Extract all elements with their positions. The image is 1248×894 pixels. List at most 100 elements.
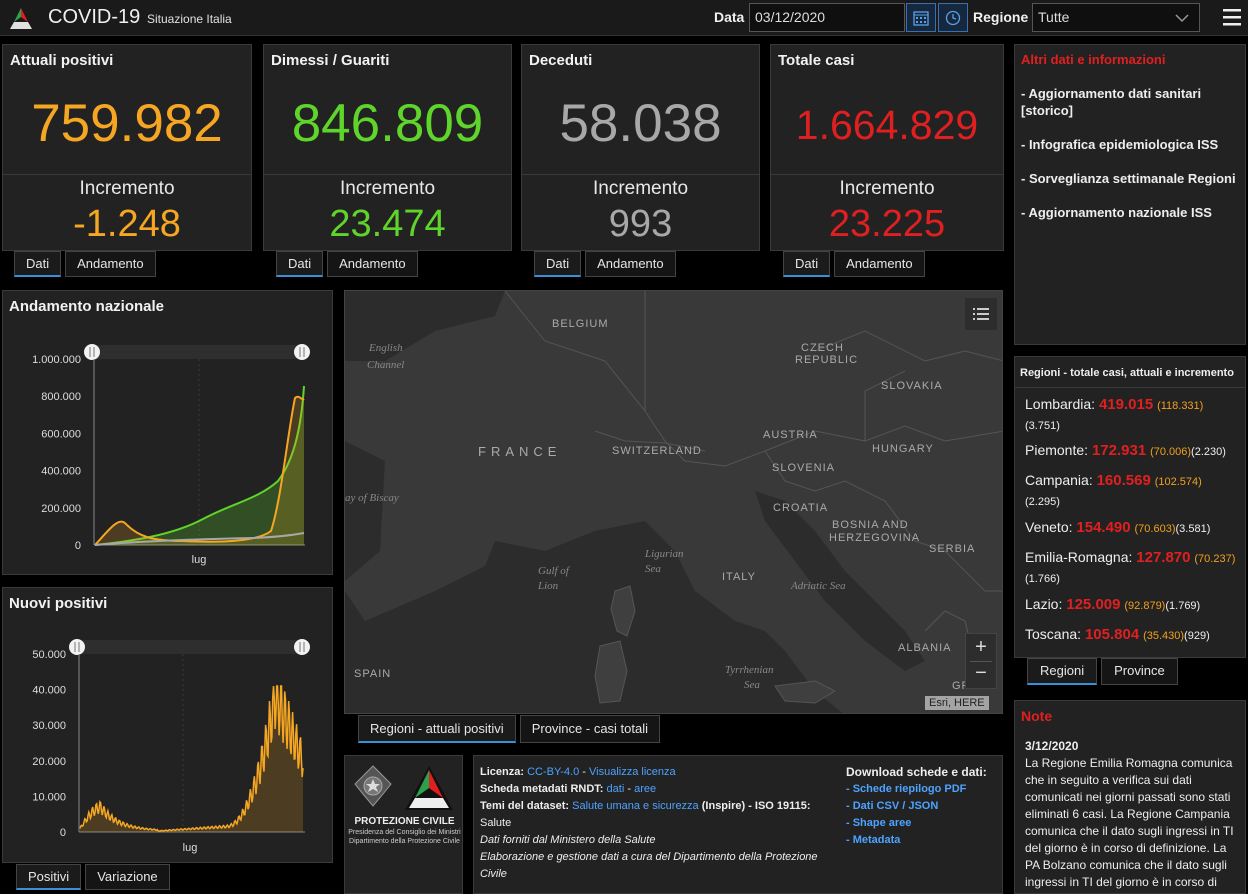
map-label-croatia: CROATIA: [773, 502, 828, 514]
tab-andamento[interactable]: Andamento: [834, 251, 925, 277]
link-infografica-iss[interactable]: - Infografica epidemiologica ISS: [1021, 137, 1219, 152]
metadata-text: Licenza: CC-BY-4.0 - Visualizza licenza …: [480, 764, 840, 883]
region-row[interactable]: Campania: 160.569 (102.574) (2.295): [1025, 471, 1237, 511]
download-shape-link[interactable]: - Shape aree: [846, 817, 912, 829]
y-tick-label: 20.000: [32, 756, 66, 768]
menu-icon[interactable]: [1222, 7, 1242, 27]
metadata-panel: Licenza: CC-BY-4.0 - Visualizza licenza …: [473, 755, 1003, 894]
region-row[interactable]: Lazio: 125.009 (92.879)(1.769): [1025, 595, 1237, 615]
card-tabs: Dati Andamento: [14, 251, 156, 277]
tab-andamento[interactable]: Andamento: [327, 251, 418, 277]
map-canvas: [345, 291, 1002, 713]
tab-province[interactable]: Province: [1101, 658, 1178, 685]
map-tabs: Regioni - attuali positivi Province - ca…: [358, 715, 661, 743]
tab-andamento[interactable]: Andamento: [65, 251, 156, 277]
region-active: (70.237): [1194, 553, 1236, 565]
legend-button[interactable]: [965, 298, 997, 330]
range-handle-left[interactable]: [69, 639, 85, 655]
map-labels: BELGIUM CZECH REPUBLIC SLOVAKIA FRANCE S…: [345, 318, 974, 692]
tab-positivi[interactable]: Positivi: [16, 864, 82, 890]
y-tick-label: 10.000: [32, 791, 66, 803]
sea-label-adriatic: Adriatic Sea: [790, 580, 846, 592]
y-tick-label: 30.000: [32, 720, 66, 732]
range-slider-track[interactable]: [93, 345, 304, 359]
range-handle-left[interactable]: [84, 344, 100, 360]
card-value: 1.664.829: [795, 102, 979, 148]
y-tick-label: 0: [60, 827, 66, 839]
tab-dati[interactable]: Dati: [14, 251, 62, 277]
date-input[interactable]: 03/12/2020: [749, 3, 905, 32]
region-active: (35.430): [1143, 630, 1185, 642]
region-total: 154.490: [1076, 519, 1131, 536]
note-panel: Note 3/12/2020 La Regione Emilia Romagna…: [1014, 700, 1246, 894]
trend-panel: Andamento nazionale 1.000.000 800.000 600.…: [2, 290, 333, 575]
sea-label-lion: Lion: [537, 580, 559, 592]
temi-rest: (Inspire) - ISO 19115:: [701, 800, 811, 812]
scheda-dati-link[interactable]: dati: [606, 783, 625, 795]
map-label-france: FRANCE: [478, 444, 561, 459]
region-row[interactable]: Emilia-Romagna: 127.870 (70.237) (1.766): [1025, 548, 1237, 588]
region-active: (118.331): [1157, 400, 1204, 412]
region-total: 419.015: [1098, 396, 1154, 413]
temi-link[interactable]: Salute umana e sicurezza: [572, 800, 699, 812]
range-handle-right[interactable]: [294, 639, 310, 655]
y-tick-label: 50.000: [32, 649, 66, 661]
region-increment: (1.769): [1165, 600, 1201, 612]
map-label-italy: ITALY: [722, 571, 756, 583]
visualizza-licenza-link[interactable]: Visualizza licenza: [589, 766, 676, 778]
download-pdf-link[interactable]: - Schede riepilogo PDF: [846, 783, 967, 795]
map-label-spain: SPAIN: [354, 668, 391, 680]
download-csv-link[interactable]: - Dati CSV / JSON: [846, 800, 939, 812]
scheda-aree-link[interactable]: aree: [634, 783, 657, 795]
x-tick-lug: lug: [183, 842, 198, 854]
map-label-republic: REPUBLIC: [795, 354, 858, 366]
tab-dati[interactable]: Dati: [783, 251, 831, 277]
tab-andamento[interactable]: Andamento: [585, 251, 676, 277]
time-button[interactable]: [938, 3, 968, 32]
tab-regioni[interactable]: Regioni: [1027, 658, 1098, 685]
region-increment: (2.230): [1191, 446, 1226, 458]
increment-value: 23.225: [828, 203, 946, 245]
tab-variazione[interactable]: Variazione: [85, 864, 170, 890]
region-name: Piemonte:: [1025, 442, 1089, 458]
map-label-belgium: BELGIUM: [552, 318, 609, 330]
link-aggiornamento-iss[interactable]: - Aggiornamento nazionale ISS: [1021, 205, 1212, 220]
link-aggiornamento-dati[interactable]: - Aggiornamento dati sanitari [storico]: [1021, 86, 1202, 118]
region-select-value: Tutte: [1038, 9, 1070, 25]
download-metadata-link[interactable]: - Metadata: [846, 834, 901, 846]
region-increment: (3.751): [1025, 420, 1060, 432]
region-row[interactable]: Lombardia: 419.015 (118.331) (3.751): [1025, 395, 1237, 435]
new-positives-tabs: Positivi Variazione: [16, 864, 170, 890]
region-select[interactable]: Tutte: [1032, 3, 1200, 32]
top-bar: COVID-19 Situazione Italia Data 03/12/20…: [0, 0, 1248, 36]
region-total: 105.804: [1084, 626, 1140, 643]
zoom-in-button[interactable]: +: [975, 636, 987, 658]
link-sorveglianza-regioni[interactable]: - Sorveglianza settimanale Regioni: [1021, 171, 1236, 186]
card-tabs: Dati Andamento: [534, 251, 676, 277]
region-row[interactable]: Piemonte: 172.931 (70.006)(2.230): [1025, 441, 1237, 461]
region-active: (92.879): [1124, 600, 1166, 612]
card-value: 58.038: [559, 94, 722, 153]
map-view[interactable]: BELGIUM CZECH REPUBLIC SLOVAKIA FRANCE S…: [344, 290, 1003, 714]
calendar-button[interactable]: [906, 3, 936, 32]
licenza-link[interactable]: CC-BY-4.0: [527, 766, 580, 778]
note-text: La Regione Emilia Romagna comunica che i…: [1025, 756, 1234, 889]
card-dimessi-guariti: Dimessi / Guariti 846.809 Incremento 23.…: [263, 44, 512, 251]
tab-regioni-attuali-positivi[interactable]: Regioni - attuali positivi: [358, 715, 516, 743]
range-slider-track[interactable]: [78, 640, 304, 654]
tab-dati[interactable]: Dati: [534, 251, 582, 277]
new-positives-title: Nuovi positivi: [9, 595, 108, 612]
tab-dati[interactable]: Dati: [276, 251, 324, 277]
trend-title: Andamento nazionale: [9, 298, 165, 315]
y-tick-label: 200.000: [41, 503, 81, 515]
tab-province-casi-totali[interactable]: Province - casi totali: [519, 715, 661, 743]
calendar-icon: [913, 10, 929, 26]
region-row[interactable]: Toscana: 105.804 (35.430)(929): [1025, 625, 1237, 645]
region-row[interactable]: Veneto: 154.490 (70.603)(3.581): [1025, 518, 1237, 538]
zoom-out-button[interactable]: −: [975, 662, 987, 684]
map-label-slovakia: SLOVAKIA: [881, 380, 943, 392]
fonte-line: Dati forniti dal Ministero della Salute: [480, 834, 656, 846]
temi-label: Temi del dataset:: [480, 800, 570, 812]
licenza-sep: -: [579, 766, 590, 778]
range-handle-right[interactable]: [294, 344, 310, 360]
